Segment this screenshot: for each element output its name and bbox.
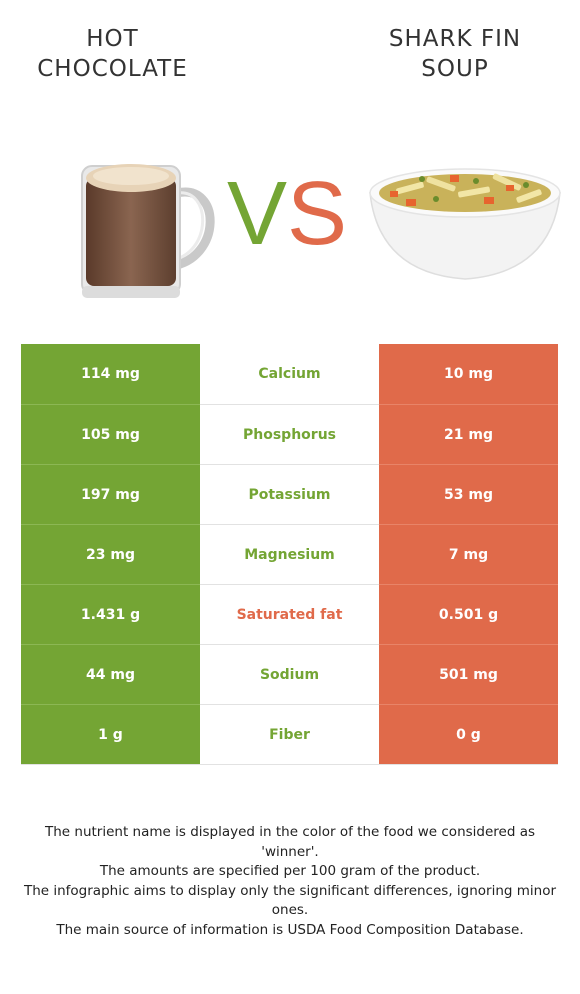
right-value-cell: 501 mg <box>379 644 558 704</box>
right-value-cell: 53 mg <box>379 464 558 524</box>
right-value-cell: 0 g <box>379 704 558 764</box>
shark-fin-soup-image <box>369 168 561 280</box>
vs-s: S <box>287 164 348 264</box>
table-row: 23 mg Magnesium 7 mg <box>21 524 558 584</box>
nutrient-name-cell: Sodium <box>200 644 379 704</box>
footnote: The nutrient name is displayed in the co… <box>20 823 560 940</box>
right-value-cell: 10 mg <box>379 344 558 404</box>
left-value-cell: 105 mg <box>21 404 200 464</box>
left-value-cell: 1.431 g <box>21 584 200 644</box>
footnote-line: The main source of information is USDA F… <box>56 921 524 938</box>
table-row: 1 g Fiber 0 g <box>21 704 558 764</box>
left-value-cell: 23 mg <box>21 524 200 584</box>
footnote-line: The nutrient name is displayed in the co… <box>44 824 536 860</box>
table-bottom-divider <box>21 764 558 765</box>
right-value-cell: 7 mg <box>379 524 558 584</box>
nutrient-name-cell: Potassium <box>200 464 379 524</box>
nutrient-name-cell: Saturated fat <box>200 584 379 644</box>
nutrient-comparison-table: 114 mg Calcium 10 mg 105 mg Phosphorus 21 mg 1… <box>21 344 558 765</box>
left-value-cell: 197 mg <box>21 464 200 524</box>
table-row: 197 mg Potassium 53 mg <box>21 464 558 524</box>
left-food-title: HOT CHOCOLATE <box>37 26 188 82</box>
left-value-cell: 114 mg <box>21 344 200 404</box>
right-value-cell: 21 mg <box>379 404 558 464</box>
nutrient-name-cell: Magnesium <box>200 524 379 584</box>
vs-label: VS <box>222 166 352 262</box>
hot-chocolate-image <box>81 164 215 298</box>
vs-v: V <box>226 164 287 264</box>
table-row: 44 mg Sodium 501 mg <box>21 644 558 704</box>
nutrient-name-cell: Fiber <box>200 704 379 764</box>
right-food-title: SHARK FIN SOUP <box>388 26 522 82</box>
table-row: 105 mg Phosphorus 21 mg <box>21 404 558 464</box>
footnote-line: The infographic aims to display only the… <box>23 882 557 919</box>
footnote-line: The amounts are specified per 100 gram o… <box>99 863 481 879</box>
right-value-cell: 0.501 g <box>379 584 558 644</box>
left-value-cell: 1 g <box>21 704 200 764</box>
table-row: 114 mg Calcium 10 mg <box>21 344 558 404</box>
left-value-cell: 44 mg <box>21 644 200 704</box>
nutrient-name-cell: Calcium <box>200 344 379 404</box>
table-row: 1.431 g Saturated fat 0.501 g <box>21 584 558 644</box>
nutrient-name-cell: Phosphorus <box>200 404 379 464</box>
